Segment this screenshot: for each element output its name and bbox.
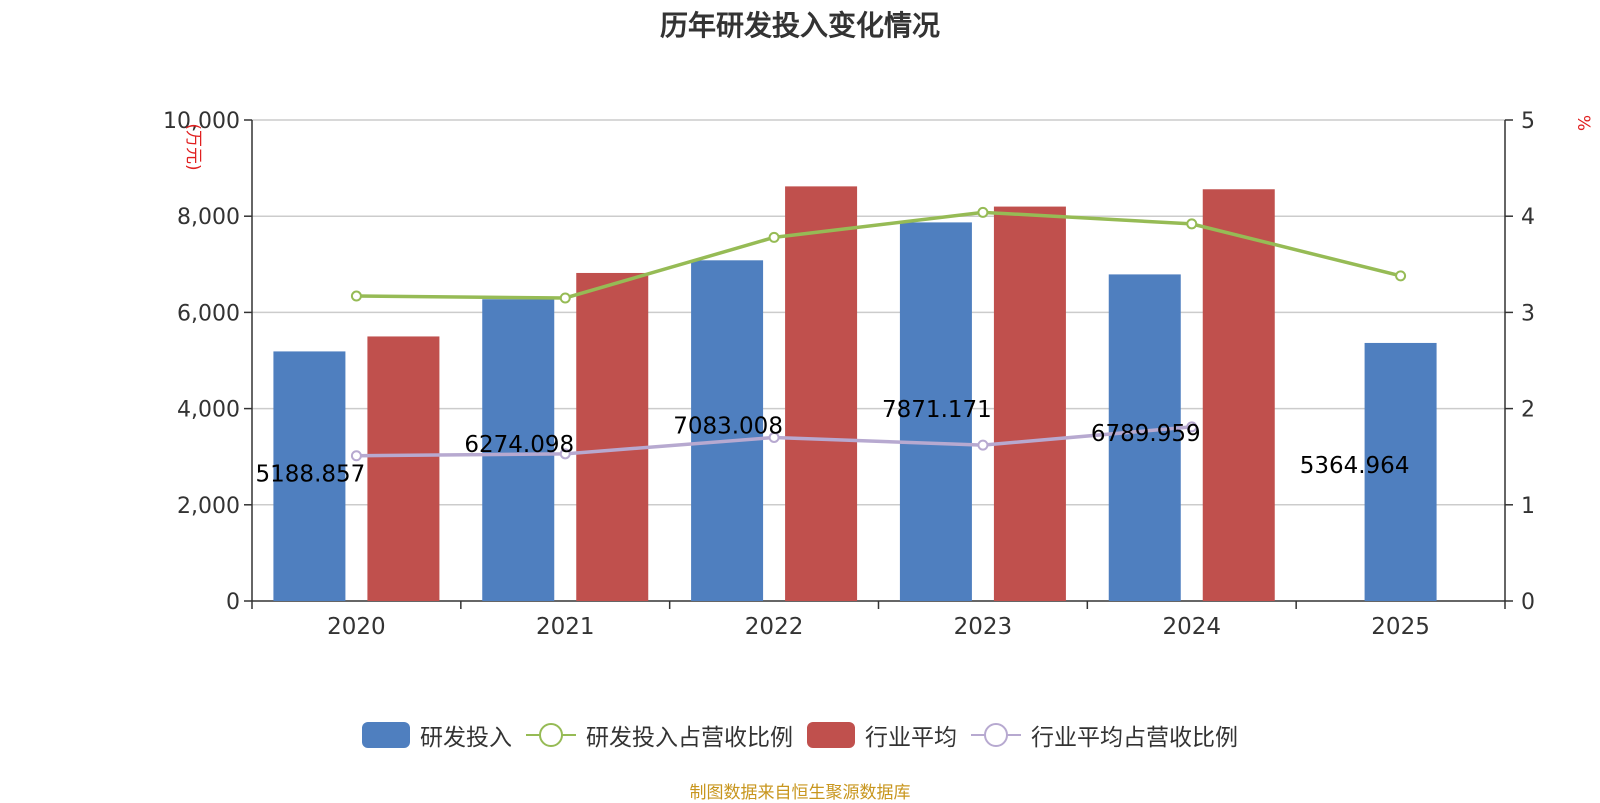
- bar-rd: [899, 222, 972, 601]
- x-tick-label: 2025: [1371, 614, 1430, 640]
- data-point: [977, 206, 989, 218]
- bar-industry: [993, 206, 1066, 601]
- x-tick-label: 2024: [1162, 614, 1221, 640]
- legend-item[interactable]: 研发投入: [362, 718, 512, 752]
- bar-rd: [273, 351, 346, 601]
- series-line-rd-ratio: [356, 210, 1402, 300]
- data-label: 7083.008: [673, 413, 783, 439]
- bar-rd: [691, 260, 764, 601]
- legend-swatch: [807, 722, 855, 748]
- data-label: 7871.171: [882, 397, 992, 423]
- y-left-tick-label: 2,000: [177, 494, 240, 519]
- legend-swatch: [362, 722, 410, 748]
- y-right-unit: %: [1573, 115, 1593, 131]
- y-left-tick-label: 4,000: [177, 398, 240, 423]
- bar-industry: [367, 336, 440, 601]
- data-point: [977, 439, 989, 451]
- legend-item[interactable]: 行业平均占营收比例: [971, 718, 1238, 752]
- y-right-tick-label: 0: [1521, 590, 1535, 615]
- legend-item[interactable]: 研发投入占营收比例: [526, 718, 793, 752]
- data-point: [350, 450, 362, 462]
- x-tick-label: 2020: [327, 614, 386, 640]
- legend-swatch: [526, 723, 576, 747]
- y-left-tick-label: 8,000: [177, 205, 240, 230]
- y-left-tick-label: 6,000: [177, 301, 240, 326]
- data-label: 5364.964: [1300, 453, 1410, 479]
- x-tick-label: 2022: [745, 614, 804, 640]
- y-right-tick-label: 2: [1521, 398, 1535, 423]
- data-point: [1186, 218, 1198, 230]
- data-point: [1395, 270, 1407, 282]
- y-right-tick-label: 4: [1521, 205, 1535, 230]
- data-label: 5188.857: [256, 462, 366, 488]
- bar-rd: [482, 299, 555, 601]
- y-left-tick-label: 10,000: [163, 109, 240, 134]
- data-label: 6274.098: [464, 432, 574, 458]
- y-right-tick-label: 5: [1521, 109, 1535, 134]
- bar-industry: [1202, 189, 1275, 601]
- bar-rd: [1108, 274, 1181, 601]
- bar-rd: [1364, 342, 1437, 601]
- data-point: [768, 231, 780, 243]
- data-point: [559, 292, 571, 304]
- data-point: [559, 448, 571, 460]
- legend-label: 研发投入: [420, 725, 512, 751]
- x-tick-label: 2023: [954, 614, 1013, 640]
- chart-title: 历年研发投入变化情况: [659, 9, 940, 42]
- data-point: [350, 290, 362, 302]
- bar-industry: [785, 186, 858, 602]
- x-tick-label: 2021: [536, 614, 595, 640]
- y-left-tick-label: 0: [226, 590, 240, 615]
- legend: 研发投入 研发投入占营收比例 行业平均 行业平均占营收比例: [0, 718, 1600, 752]
- legend-label: 研发投入占营收比例: [586, 725, 793, 751]
- legend-item[interactable]: 行业平均: [807, 718, 957, 752]
- legend-swatch: [971, 723, 1021, 747]
- source-note: 制图数据来自恒生聚源数据库: [689, 783, 911, 803]
- data-point: [768, 431, 780, 443]
- y-left-unit: (万元): [183, 123, 203, 170]
- data-label: 6789.959: [1091, 421, 1201, 447]
- y-right-tick-label: 1: [1521, 494, 1535, 519]
- legend-label: 行业平均占营收比例: [1031, 725, 1238, 751]
- legend-label: 行业平均: [865, 725, 957, 751]
- bar-industry: [576, 272, 649, 601]
- data-point: [1186, 421, 1198, 433]
- y-right-tick-label: 3: [1521, 301, 1535, 326]
